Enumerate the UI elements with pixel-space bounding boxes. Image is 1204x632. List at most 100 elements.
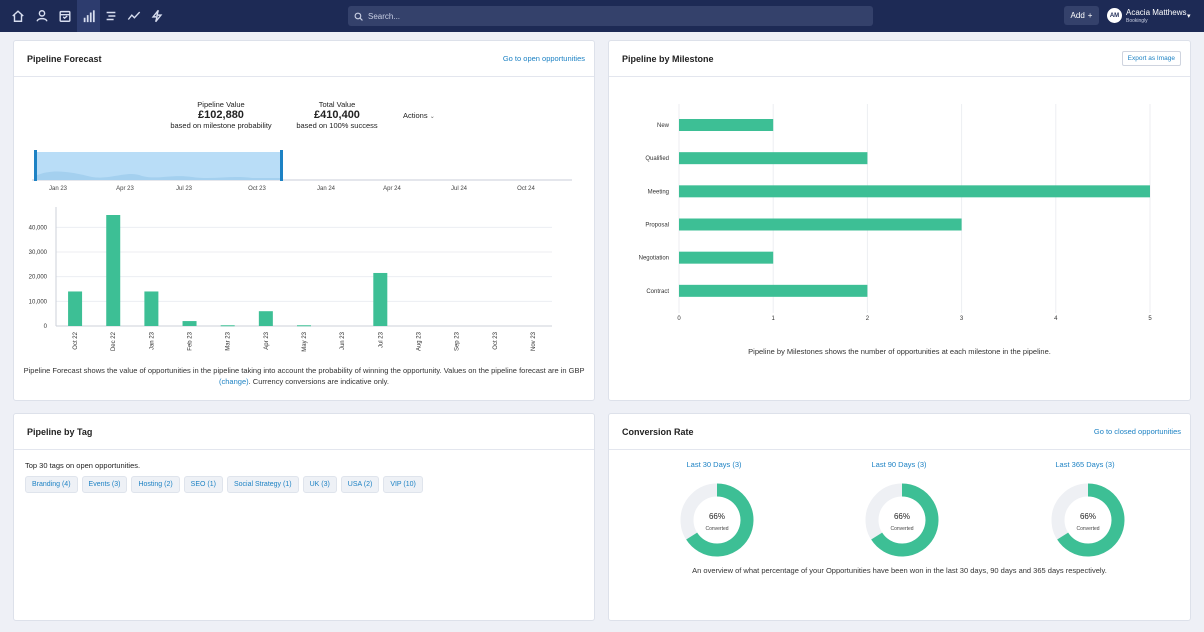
actions-label: Actions	[403, 111, 428, 120]
forecast-bar[interactable]	[68, 291, 83, 326]
stat-caption: based on 100% success	[296, 121, 378, 130]
tag-chip[interactable]: Events (3)	[81, 476, 128, 493]
y-tick-label: New	[657, 123, 670, 129]
period-link[interactable]: Last 365 Days (3)	[1055, 460, 1115, 469]
milestone-bar[interactable]	[679, 152, 868, 165]
period-link[interactable]: Last 90 Days (3)	[871, 460, 927, 469]
search-input[interactable]: Search...	[348, 6, 873, 26]
forecast-bar[interactable]	[220, 325, 235, 327]
y-tick-label: 10,000	[29, 299, 48, 305]
y-tick-label: Negotiation	[639, 256, 669, 262]
avatar[interactable]: AM	[1107, 8, 1122, 23]
closed-opportunities-link[interactable]: Go to closed opportunities	[1093, 427, 1181, 436]
y-tick-label: 0	[44, 324, 48, 330]
donut-caption: Converted	[1076, 526, 1099, 532]
x-tick-label: 2	[866, 316, 870, 322]
forecast-bar[interactable]	[258, 311, 273, 326]
conversion-rate-card: Conversion Rate Go to closed opportuniti…	[608, 413, 1191, 621]
stat-caption: based on milestone probability	[170, 121, 272, 130]
y-tick-label: Proposal	[645, 223, 669, 229]
open-opportunities-link[interactable]: Go to open opportunities	[502, 54, 585, 63]
y-tick-label: 20,000	[29, 275, 48, 281]
conversion-donut: 66% Converted	[1051, 483, 1125, 557]
tag-chip[interactable]: VIP (10)	[383, 476, 423, 493]
tasks-icon[interactable]	[100, 5, 122, 27]
add-button[interactable]: Add +	[1064, 6, 1099, 25]
donut-percentage: 66%	[894, 512, 910, 521]
donut-arc	[1057, 483, 1125, 557]
home-icon[interactable]	[7, 5, 29, 27]
milestone-bar[interactable]	[679, 251, 774, 264]
x-tick-label: 4	[1054, 316, 1058, 322]
pipeline-icon[interactable]	[77, 0, 100, 32]
forecast-bar[interactable]	[373, 272, 388, 326]
pipeline-value-stat: Pipeline Value £102,880 based on milesto…	[160, 100, 282, 130]
pipeline-forecast-chart: 0 10,000 20,000 30,000 40,000 Oct 22 Dec 22 Ja…	[29, 207, 552, 352]
forecast-bar[interactable]	[182, 321, 197, 326]
conversion-30-days: Last 30 Days (3)	[654, 460, 774, 469]
x-tick-label: Mar 23	[226, 331, 232, 350]
conversion-donut: 66% Converted	[680, 483, 754, 557]
reports-icon[interactable]	[123, 5, 145, 27]
card-title: Pipeline Forecast	[27, 53, 102, 64]
milestone-bar[interactable]	[679, 185, 1150, 198]
search-placeholder: Search...	[368, 11, 401, 21]
period-link[interactable]: Last 30 Days (3)	[686, 460, 742, 469]
forecast-bar[interactable]	[144, 291, 159, 326]
tag-chip[interactable]: USA (2)	[340, 476, 380, 493]
x-tick-label: Jul 23	[378, 331, 384, 348]
chevron-down-icon: ⌄	[429, 114, 435, 120]
user-name[interactable]: Acacia Matthews	[1126, 8, 1187, 17]
forecast-bar[interactable]	[106, 215, 121, 326]
x-tick-label: May 23	[302, 331, 308, 351]
x-tick-label: Nov 23	[531, 331, 537, 351]
tag-chip[interactable]: SEO (1)	[183, 476, 223, 493]
stat-value: £102,880	[198, 109, 244, 121]
user-organization: Bookingly	[1126, 18, 1148, 24]
navigator-tick-label: Jul 23	[176, 186, 193, 192]
range-handle-left[interactable]	[34, 150, 37, 181]
calendar-icon[interactable]	[54, 5, 76, 27]
range-handle-right[interactable]	[280, 150, 283, 181]
navigator-tick-label: Jan 23	[49, 186, 68, 192]
stat-label: Pipeline Value	[197, 100, 245, 109]
search-icon	[354, 12, 363, 21]
tag-chip[interactable]: UK (3)	[302, 476, 337, 493]
donut-percentage: 66%	[1080, 512, 1096, 521]
change-currency-link[interactable]: (change)	[219, 377, 249, 386]
tag-chip[interactable]: Hosting (2)	[131, 476, 180, 493]
x-tick-label: 0	[677, 316, 681, 322]
milestone-bar[interactable]	[679, 218, 962, 231]
forecast-description: Pipeline Forecast shows the value of opp…	[20, 365, 588, 387]
navigator-tick-label: Jul 24	[451, 186, 468, 192]
total-value-stat: Total Value £410,400 based on 100% succe…	[282, 100, 392, 130]
actions-dropdown[interactable]: Actions ⌄	[403, 111, 435, 120]
milestone-bar[interactable]	[679, 284, 868, 297]
navigator-tick-label: Oct 23	[248, 186, 266, 192]
x-tick-label: 1	[772, 316, 776, 322]
forecast-range-navigator[interactable]: Jan 23 Apr 23 Jul 23 Oct 23 Jan 24 Apr 24 Jul …	[32, 148, 577, 194]
contacts-icon[interactable]	[31, 5, 53, 27]
card-header: Conversion Rate Go to closed opportuniti…	[609, 414, 1190, 450]
milestone-description: Pipeline by Milestones shows the number …	[748, 347, 1051, 356]
donut-percentage: 66%	[709, 512, 725, 521]
milestone-bar[interactable]	[679, 119, 774, 131]
export-image-button[interactable]: Export as Image	[1121, 51, 1181, 66]
chevron-down-icon[interactable]: ▾	[1187, 13, 1191, 20]
navigator-tick-label: Apr 24	[383, 186, 401, 192]
y-tick-label: 30,000	[29, 250, 48, 256]
x-tick-label: Feb 23	[188, 331, 194, 350]
tag-chip[interactable]: Branding (4)	[25, 476, 78, 493]
tag-chip[interactable]: Social Strategy (1)	[226, 476, 299, 493]
forecast-bar[interactable]	[297, 325, 311, 327]
donut-arc	[871, 483, 939, 557]
conversion-365-days: Last 365 Days (3)	[1025, 460, 1145, 469]
card-title: Conversion Rate	[622, 426, 694, 437]
navigator-tick-label: Apr 23	[116, 186, 134, 192]
donut-arc	[686, 483, 754, 557]
y-tick-label: Qualified	[645, 156, 669, 162]
automation-icon[interactable]	[146, 5, 168, 27]
card-title: Pipeline by Milestone	[622, 53, 714, 64]
pipeline-by-tag-card: Pipeline by Tag	[13, 413, 595, 621]
card-header: Pipeline by Milestone Export as Image	[609, 41, 1190, 77]
